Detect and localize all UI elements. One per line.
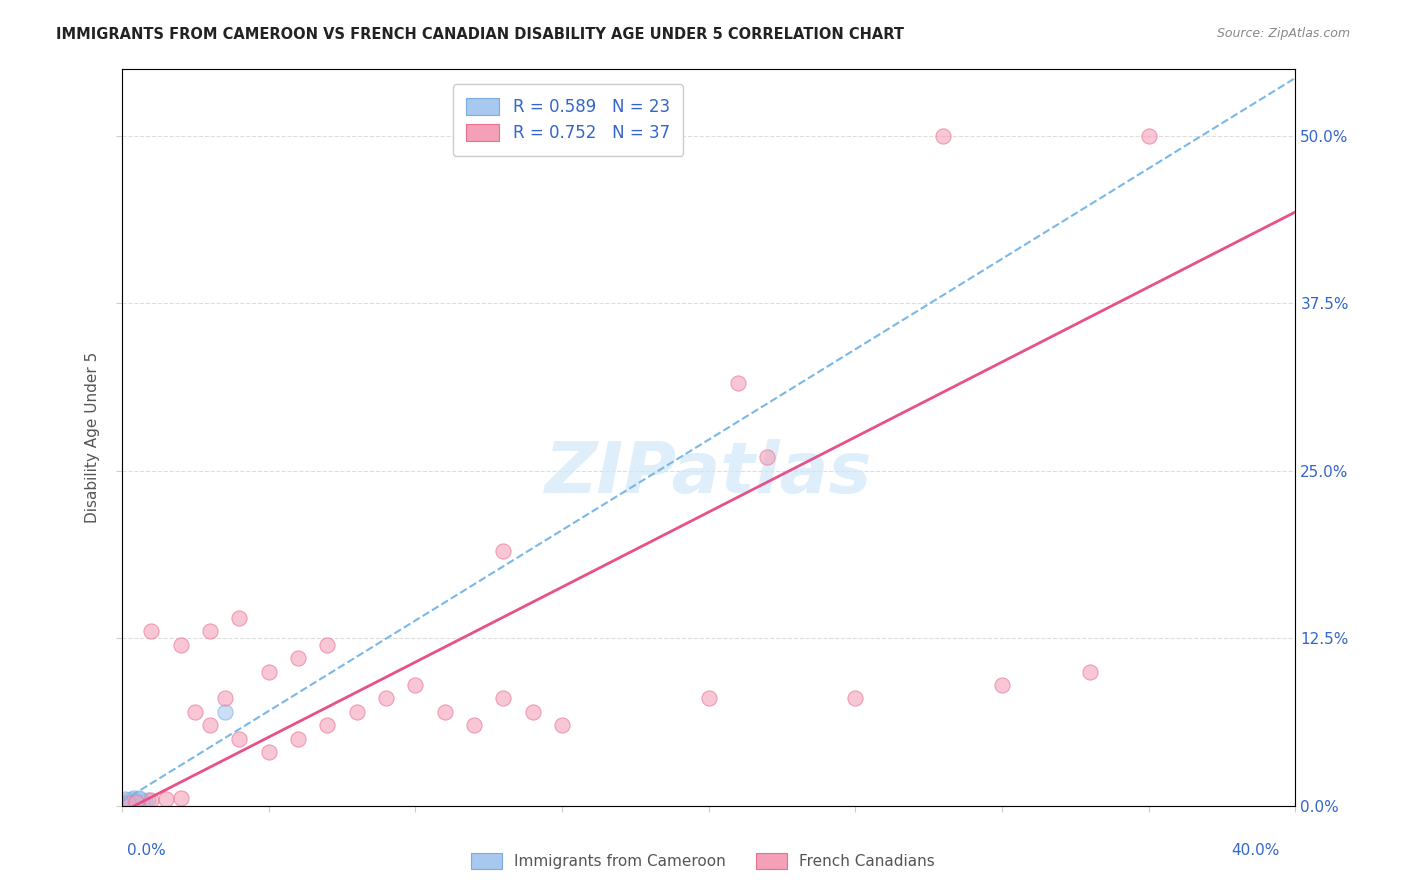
Point xyxy=(169,638,191,652)
Point xyxy=(128,792,150,806)
Point xyxy=(141,793,163,807)
Point xyxy=(316,638,339,652)
Text: IMMIGRANTS FROM CAMEROON VS FRENCH CANADIAN DISABILITY AGE UNDER 5 CORRELATION C: IMMIGRANTS FROM CAMEROON VS FRENCH CANAD… xyxy=(56,27,904,42)
Point xyxy=(522,705,544,719)
Point xyxy=(932,128,955,143)
Point xyxy=(141,624,163,639)
Point xyxy=(287,731,309,746)
Point xyxy=(257,745,280,759)
Point xyxy=(122,797,145,812)
Point xyxy=(131,796,153,810)
Point xyxy=(134,795,156,809)
Point xyxy=(117,793,139,807)
Point xyxy=(316,718,339,732)
Point xyxy=(125,795,148,809)
Point xyxy=(991,678,1014,692)
Point xyxy=(198,718,221,732)
Point xyxy=(727,376,749,391)
Point xyxy=(114,797,136,812)
Point xyxy=(1078,665,1101,679)
Point xyxy=(346,705,368,719)
Point xyxy=(120,792,142,806)
Point xyxy=(697,691,720,706)
Text: 40.0%: 40.0% xyxy=(1232,843,1279,858)
Point xyxy=(120,795,142,809)
Point xyxy=(120,796,142,810)
Point xyxy=(114,796,136,810)
Point xyxy=(433,705,456,719)
Point xyxy=(122,790,145,805)
Point xyxy=(551,718,574,732)
Point xyxy=(169,790,191,805)
Point xyxy=(128,790,150,805)
Point xyxy=(125,795,148,809)
Point xyxy=(117,796,139,810)
Point xyxy=(404,678,426,692)
Point xyxy=(136,793,159,807)
Point xyxy=(214,691,236,706)
Text: Source: ZipAtlas.com: Source: ZipAtlas.com xyxy=(1216,27,1350,40)
Point xyxy=(122,796,145,810)
Point xyxy=(117,795,139,809)
Point xyxy=(756,450,779,464)
Point xyxy=(125,793,148,807)
Text: ZIPatlas: ZIPatlas xyxy=(546,440,872,508)
Point xyxy=(117,797,139,812)
Point xyxy=(155,792,177,806)
Point xyxy=(228,731,250,746)
Point xyxy=(131,795,153,809)
Point xyxy=(257,665,280,679)
Point xyxy=(609,128,631,143)
Legend: R = 0.589   N = 23, R = 0.752   N = 37: R = 0.589 N = 23, R = 0.752 N = 37 xyxy=(453,84,683,155)
Legend: Immigrants from Cameroon, French Canadians: Immigrants from Cameroon, French Canadia… xyxy=(465,847,941,875)
Point xyxy=(374,691,396,706)
Point xyxy=(125,796,148,810)
Point xyxy=(492,691,515,706)
Point xyxy=(128,795,150,809)
Y-axis label: Disability Age Under 5: Disability Age Under 5 xyxy=(86,351,100,523)
Point xyxy=(463,718,485,732)
Point xyxy=(184,705,207,719)
Text: 0.0%: 0.0% xyxy=(127,843,166,858)
Point xyxy=(198,624,221,639)
Point xyxy=(844,691,866,706)
Point xyxy=(492,544,515,558)
Point xyxy=(1137,128,1160,143)
Point xyxy=(287,651,309,665)
Point xyxy=(114,792,136,806)
Point xyxy=(214,705,236,719)
Point xyxy=(228,611,250,625)
